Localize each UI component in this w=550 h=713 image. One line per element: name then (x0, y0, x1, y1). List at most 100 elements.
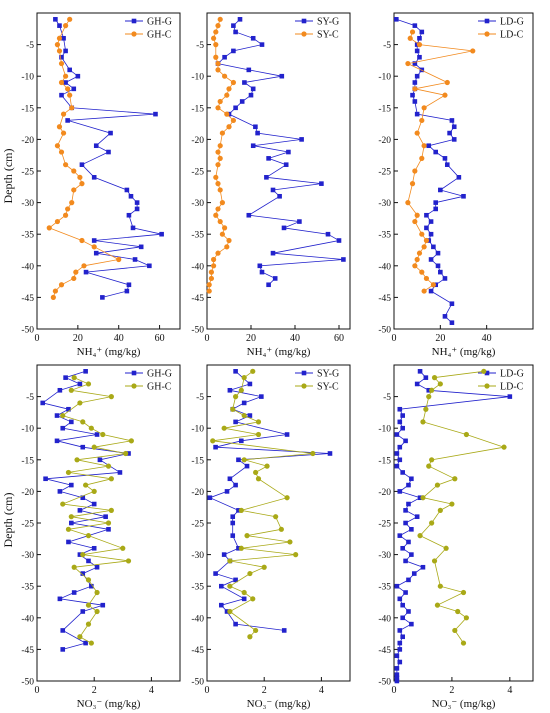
data-point-circle (264, 463, 270, 469)
x-tick-label: 2 (92, 685, 97, 696)
y-tick-label: -15 (21, 456, 34, 466)
legend-label: GH-G (147, 369, 172, 380)
data-point-square (428, 231, 434, 237)
data-point-square (456, 175, 462, 180)
x-axis-label: NH₄⁺ (mg/kg) (247, 346, 311, 358)
data-point-square (67, 67, 72, 73)
data-point-square (444, 162, 450, 167)
data-point-square (94, 432, 100, 437)
data-point-square (91, 545, 97, 551)
data-point-circle (437, 583, 443, 589)
data-point-square (247, 381, 253, 387)
data-point-square (417, 35, 422, 41)
y-tick-label: -40 (191, 614, 204, 624)
y-tick-label: -30 (378, 551, 391, 561)
data-point-square (83, 369, 88, 374)
data-point-square (108, 130, 113, 136)
data-point-circle (63, 73, 69, 79)
data-point-square (71, 86, 77, 92)
data-point-circle (416, 250, 423, 256)
data-point-circle (217, 143, 223, 149)
data-point-circle (247, 570, 253, 577)
series-line (212, 370, 313, 638)
data-point-square (93, 250, 99, 256)
data-point-square (406, 482, 411, 488)
y-tick-label: -25 (191, 520, 204, 530)
data-point-square (246, 212, 252, 218)
data-point-circle (56, 35, 63, 41)
x-tick-label: 40 (482, 333, 492, 344)
series-ld-g (394, 17, 466, 325)
data-point-circle (65, 86, 71, 92)
data-point-circle (125, 558, 132, 564)
y-tick-label: -20 (378, 488, 391, 498)
data-point-circle (217, 187, 223, 193)
data-point-square (411, 571, 417, 576)
legend-entry: SY-G (295, 17, 339, 28)
data-point-square (286, 149, 291, 155)
data-point-circle (217, 218, 223, 225)
data-point-circle (437, 507, 443, 513)
data-point-circle (421, 244, 427, 250)
x-tick-label: 20 (73, 333, 83, 344)
data-point-square (59, 54, 64, 60)
data-point-square (128, 193, 134, 199)
data-point-square (400, 615, 405, 621)
data-point-square (397, 659, 403, 665)
x-tick-label: 4 (319, 685, 324, 696)
data-point-square (224, 609, 230, 614)
data-point-square (403, 508, 408, 513)
y-tick-label: -35 (21, 231, 34, 241)
data-point-square (412, 80, 418, 85)
data-point-circle (108, 394, 114, 400)
data-point-circle (56, 48, 63, 54)
data-point-square (414, 111, 420, 117)
data-point-circle (253, 627, 259, 634)
data-point-circle (437, 381, 443, 387)
data-point-circle (278, 526, 284, 532)
legend-entry: LD-G (478, 17, 524, 28)
data-point-circle (123, 450, 129, 457)
data-point-square (237, 17, 243, 22)
x-axis-label: NH₄⁺ (mg/kg) (432, 346, 496, 358)
data-point-square (406, 577, 411, 583)
data-point-square (461, 193, 466, 199)
data-point-square (414, 381, 420, 387)
legend-entry: LD-C (478, 382, 524, 393)
data-point-square (406, 609, 411, 614)
x-tick-label: 4 (507, 685, 512, 696)
y-tick-label: -5 (26, 41, 34, 51)
data-point-circle (287, 539, 293, 545)
data-point-circle (215, 67, 221, 73)
data-point-square (250, 143, 256, 149)
plot-frame (206, 12, 351, 330)
data-point-circle (421, 143, 427, 149)
data-point-square (341, 257, 346, 262)
y-tick-label: -50 (378, 326, 391, 336)
data-point-square (449, 301, 455, 307)
data-point-circle (60, 412, 66, 419)
y-tick-label: -15 (378, 456, 391, 466)
data-point-square (80, 444, 86, 450)
data-point-square (412, 61, 418, 66)
data-point-square (231, 48, 236, 54)
x-tick-label: 0 (392, 685, 397, 696)
data-point-circle (421, 105, 427, 111)
data-point-circle (221, 425, 227, 431)
data-point-square (230, 533, 236, 538)
data-point-square (66, 406, 71, 412)
data-point-square (227, 387, 233, 393)
chart-panel-ld-nh4: -5 -10 -15 -20 -25 -30 -35 -40 -45 -500 20 40 NH₄⁺ (… (378, 12, 534, 358)
data-point-square (239, 438, 244, 444)
data-point-square (124, 288, 130, 294)
chart-panel-gh-no3: -5 -10 -15 -20 -25 -30 -35 -40 -45 -500 2 4 NO₃⁻ (mg… (21, 364, 181, 710)
data-point-circle (56, 124, 63, 130)
data-point-square (230, 520, 236, 526)
data-point-circle (88, 640, 94, 646)
data-point-square (419, 29, 425, 35)
data-point-circle (213, 42, 219, 48)
data-point-square (60, 628, 66, 633)
data-point-circle (420, 495, 426, 501)
data-point-square (236, 457, 241, 463)
series-line (41, 370, 129, 650)
